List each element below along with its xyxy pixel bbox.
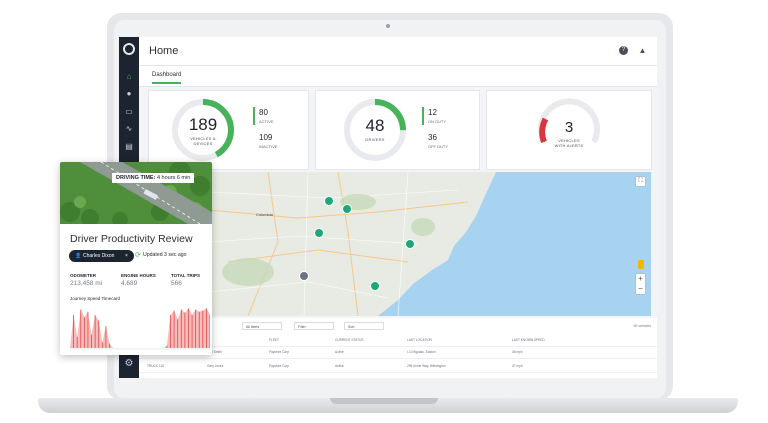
bell-icon[interactable]: ▲ (638, 46, 647, 55)
refresh-icon[interactable]: ⟳ (135, 252, 141, 259)
table-header: FLEET (269, 338, 279, 342)
alerts-label-1: VEHICLES (558, 138, 580, 143)
driver-productivity-card[interactable]: DRIVING TIME: 4 hours 6 min Driver Produ… (60, 162, 212, 355)
driver-chip[interactable]: 👤 Charles Dixon × (69, 250, 134, 262)
vehicle-marker[interactable] (406, 240, 414, 248)
stat-label: ENGINE HOURS (121, 273, 156, 278)
zoom-out-button[interactable]: − (638, 284, 643, 293)
status-filter[interactable]: Filter (294, 322, 334, 330)
row-speed: 47 mph (512, 364, 523, 368)
drivers-label: DRIVERS (365, 137, 385, 142)
alerts-card[interactable]: 3 VEHICLES WITH ALERTS (486, 90, 652, 170)
row-status: Active (335, 364, 344, 368)
fleet-map[interactable]: ⛶ + − Columbia (208, 172, 651, 316)
document-icon[interactable]: ▤ (125, 142, 133, 151)
vehicle-marker[interactable] (300, 272, 308, 280)
globe-icon[interactable]: ● (126, 89, 132, 98)
messages-icon[interactable]: ▭ (125, 107, 133, 116)
speed-timecard-chart (70, 308, 210, 350)
row-fleet: Paychex Corp (269, 364, 290, 368)
drivers-total: 48 (365, 116, 385, 135)
row-fleet: Paychex Corp (269, 350, 290, 354)
off-duty-count: 36 (428, 133, 437, 142)
fullscreen-icon[interactable]: ⛶ (636, 177, 645, 186)
map-city-label: Columbia (256, 212, 273, 217)
inactive-label: INACTIVE (259, 144, 278, 149)
row-driver: Gary Jones (207, 364, 224, 368)
row-location: I-10 Bypass, Easton (407, 350, 436, 354)
drivers-card[interactable]: 48 DRIVERS 12 ON DUTY 36 OFF DUTY (315, 90, 480, 170)
help-icon[interactable]: ? (619, 46, 628, 55)
brand-logo-icon[interactable] (123, 43, 135, 55)
home-icon[interactable]: ⌂ (126, 72, 132, 81)
map-canvas (208, 172, 651, 316)
close-icon[interactable]: × (125, 253, 128, 259)
row-driver: Joel Smith (207, 350, 222, 354)
active-bar (253, 107, 255, 125)
page-title: Home (149, 45, 179, 57)
row-status: Active (335, 350, 344, 354)
webcam (386, 24, 390, 28)
tab-bar: Dashboard (139, 66, 657, 87)
table-header: LAST LOCATION (407, 338, 432, 342)
chart-icon[interactable]: ∿ (125, 124, 133, 133)
stat-value: 213,458 mi (70, 280, 103, 287)
card-title: Driver Productivity Review (70, 233, 193, 245)
vehicles-card[interactable]: 189 VEHICLES & DEVICES 80 ACTIVE 109 INA… (148, 90, 309, 170)
street-view-icon[interactable] (638, 260, 644, 269)
zoom-in-button[interactable]: + (638, 274, 643, 283)
drivers-gauge (344, 99, 406, 161)
driver-name: Charles Dixon (83, 253, 115, 259)
active-count: 80 (259, 108, 268, 117)
vehicle-marker[interactable] (371, 282, 379, 290)
vehicle-table: FLEET CURRENT STATUS LAST LOCATION LAST … (139, 334, 657, 378)
stat-value: 4,689 (121, 280, 138, 287)
row-id: TRUCK 118 (147, 364, 164, 368)
laptop-notch (330, 398, 438, 404)
table-header: LAST KNOWN SPEED (512, 338, 545, 342)
vehicle-marker[interactable] (325, 197, 333, 205)
alerts-label-2: WITH ALERTS (554, 143, 584, 148)
filter-bar: All fleets Filter Sort 50 vehicles (139, 318, 657, 334)
vehicle-count: 50 vehicles (633, 324, 651, 328)
speed-area (70, 308, 210, 348)
vehicles-label-2: DEVICES (193, 141, 213, 146)
vehicles-label-1: VEHICLES & (190, 136, 216, 141)
row-speed: 48 mph (512, 350, 523, 354)
vehicles-total: 189 (188, 115, 218, 134)
tab-dashboard[interactable]: Dashboard (152, 72, 182, 84)
stat-label: ODOMETER (70, 273, 97, 278)
on-duty-bar (422, 107, 424, 125)
chart-title: Journey Speed Timecard (70, 296, 121, 301)
vehicles-gauge (172, 99, 234, 161)
off-duty-label: OFF DUTY (428, 144, 448, 149)
alerts-gauge (538, 98, 600, 144)
vehicle-marker[interactable] (315, 229, 323, 237)
app-screen: ⌂ ● ▭ ∿ ▤ ⚙ Home ? ▲ Dashboard 189 VEHIC… (119, 37, 657, 378)
stat-value: 566 (171, 280, 182, 287)
vehicle-marker[interactable] (343, 205, 351, 213)
driving-time-badge: DRIVING TIME: 4 hours 6 min (112, 173, 195, 183)
sort-select[interactable]: Sort (344, 322, 384, 330)
on-duty-count: 12 (428, 108, 437, 117)
active-label: ACTIVE (259, 119, 274, 124)
settings-icon[interactable]: ⚙ (124, 358, 134, 369)
laptop-base (38, 398, 738, 413)
fleet-filter[interactable]: All fleets (242, 322, 282, 330)
person-icon: 👤 (75, 253, 82, 259)
on-duty-label: ON DUTY (428, 119, 446, 124)
inactive-count: 109 (259, 133, 273, 142)
top-bar: Home ? ▲ (139, 37, 657, 66)
row-location: 299 Annie Way, Wilmington (407, 364, 446, 368)
updated-status: Updated 3 sec ago (143, 252, 187, 258)
table-header: CURRENT STATUS (335, 338, 364, 342)
alerts-total: 3 (564, 119, 574, 136)
stat-label: TOTAL TRIPS (171, 273, 201, 278)
zoom-control: + − (636, 274, 645, 294)
aerial-road-photo (60, 162, 212, 224)
